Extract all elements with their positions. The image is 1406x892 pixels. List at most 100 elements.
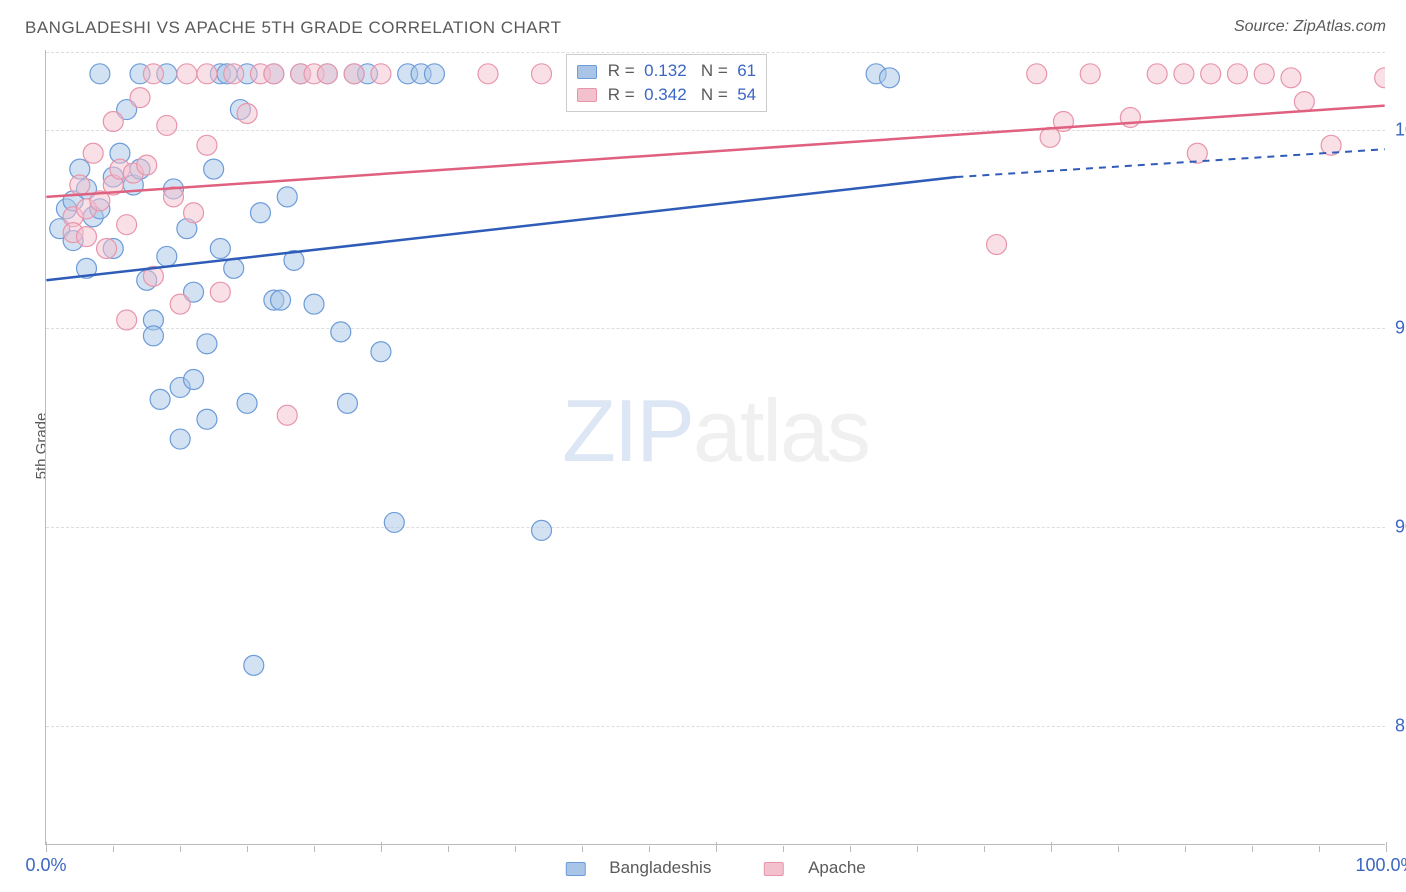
data-point-apache xyxy=(1027,64,1047,84)
x-tick xyxy=(1118,846,1119,852)
data-point-bangladeshis xyxy=(224,258,244,278)
data-point-bangladeshis xyxy=(184,370,204,390)
data-point-apache xyxy=(137,155,157,175)
x-tick xyxy=(1185,846,1186,852)
data-point-apache xyxy=(264,64,284,84)
data-point-apache xyxy=(97,239,117,259)
data-point-apache xyxy=(371,64,391,84)
data-point-bangladeshis xyxy=(879,68,899,88)
r-value-1: 0.132 xyxy=(644,61,687,80)
data-point-bangladeshis xyxy=(237,393,257,413)
chart-title: BANGLADESHI VS APACHE 5TH GRADE CORRELAT… xyxy=(25,18,562,38)
stats-row-series1: R = 0.132 N = 61 xyxy=(577,59,756,83)
data-point-bangladeshis xyxy=(170,429,190,449)
data-point-apache xyxy=(478,64,498,84)
data-point-bangladeshis xyxy=(157,246,177,266)
data-point-bangladeshis xyxy=(244,655,264,675)
x-tick xyxy=(649,846,650,852)
x-tick xyxy=(783,846,784,852)
data-point-bangladeshis xyxy=(143,326,163,346)
data-point-bangladeshis xyxy=(304,294,324,314)
data-point-apache xyxy=(117,215,137,235)
data-point-apache xyxy=(1201,64,1221,84)
x-tick xyxy=(515,846,516,852)
data-point-apache xyxy=(1147,64,1167,84)
x-tick-label: 0.0% xyxy=(25,855,66,876)
data-point-apache xyxy=(210,282,230,302)
data-point-bangladeshis xyxy=(277,187,297,207)
x-tick xyxy=(113,846,114,852)
data-point-bangladeshis xyxy=(532,520,552,540)
data-point-apache xyxy=(1281,68,1301,88)
x-tick xyxy=(1386,842,1387,852)
scatter-plot-svg xyxy=(46,50,1385,844)
x-tick xyxy=(448,846,449,852)
source-attribution: Source: ZipAtlas.com xyxy=(1234,18,1386,36)
x-tick xyxy=(1252,846,1253,852)
data-point-apache xyxy=(103,111,123,131)
data-point-apache xyxy=(277,405,297,425)
y-tick-label: 90.0% xyxy=(1395,517,1406,538)
x-tick xyxy=(1319,846,1320,852)
data-point-apache xyxy=(170,294,190,314)
data-point-bangladeshis xyxy=(384,512,404,532)
data-point-apache xyxy=(1254,64,1274,84)
x-tick xyxy=(917,846,918,852)
data-point-bangladeshis xyxy=(150,389,170,409)
data-point-apache xyxy=(1080,64,1100,84)
x-tick-label: 100.0% xyxy=(1355,855,1406,876)
x-tick xyxy=(180,846,181,852)
data-point-apache xyxy=(987,235,1007,255)
data-point-bangladeshis xyxy=(90,64,110,84)
data-point-apache xyxy=(317,64,337,84)
n-value-1: 61 xyxy=(737,61,756,80)
data-point-apache xyxy=(117,310,137,330)
data-point-bangladeshis xyxy=(371,342,391,362)
data-point-apache xyxy=(143,64,163,84)
data-point-apache xyxy=(532,64,552,84)
stats-row-series2: R = 0.342 N = 54 xyxy=(577,83,756,107)
y-tick-label: 85.0% xyxy=(1395,715,1406,736)
y-tick-label: 95.0% xyxy=(1395,318,1406,339)
data-point-bangladeshis xyxy=(204,159,224,179)
legend-item-1: Bangladeshis xyxy=(553,858,723,877)
x-tick xyxy=(314,846,315,852)
data-point-apache xyxy=(83,143,103,163)
legend-item-2: Apache xyxy=(752,858,878,877)
data-point-bangladeshis xyxy=(331,322,351,342)
bottom-legend: Bangladeshis Apache xyxy=(541,858,889,878)
data-point-apache xyxy=(344,64,364,84)
data-point-apache xyxy=(237,104,257,124)
data-point-apache xyxy=(197,64,217,84)
data-point-apache xyxy=(197,135,217,155)
data-point-bangladeshis xyxy=(271,290,291,310)
n-value-2: 54 xyxy=(737,85,756,104)
r-value-2: 0.342 xyxy=(644,85,687,104)
data-point-bangladeshis xyxy=(210,239,230,259)
data-point-apache xyxy=(1174,64,1194,84)
x-tick xyxy=(582,846,583,852)
data-point-apache xyxy=(70,175,90,195)
correlation-stats-box: R = 0.132 N = 61 R = 0.342 N = 54 xyxy=(566,54,767,112)
data-point-apache xyxy=(157,115,177,135)
trend-line-dashed-bangladeshis xyxy=(956,149,1384,177)
y-tick-label: 100.0% xyxy=(1395,119,1406,140)
data-point-apache xyxy=(184,203,204,223)
data-point-bangladeshis xyxy=(337,393,357,413)
data-point-bangladeshis xyxy=(250,203,270,223)
data-point-bangladeshis xyxy=(197,409,217,429)
x-tick xyxy=(984,846,985,852)
data-point-apache xyxy=(1227,64,1247,84)
plot-area: ZIPatlas 85.0%90.0%95.0%100.0% 0.0%100.0… xyxy=(45,50,1385,845)
data-point-apache xyxy=(130,88,150,108)
data-point-apache xyxy=(1375,68,1385,88)
data-point-apache xyxy=(1040,127,1060,147)
data-point-apache xyxy=(77,227,97,247)
data-point-apache xyxy=(177,64,197,84)
x-tick xyxy=(247,846,248,852)
data-point-apache xyxy=(1294,92,1314,112)
data-point-bangladeshis xyxy=(197,334,217,354)
x-tick xyxy=(850,846,851,852)
data-point-apache xyxy=(224,64,244,84)
data-point-bangladeshis xyxy=(424,64,444,84)
